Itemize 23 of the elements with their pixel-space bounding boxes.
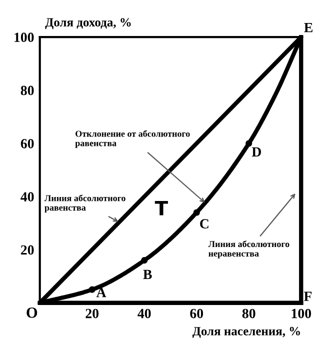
annotation: Линия абсолютного неравенства <box>208 240 290 258</box>
y-tick-label: 20 <box>20 245 34 255</box>
annotation: O <box>26 308 38 318</box>
annotation: C <box>200 219 208 228</box>
annotation: T <box>154 201 168 216</box>
x-axis-title: Доля населения, % <box>192 326 300 338</box>
annotation: Линия абсолютного равенства <box>44 194 126 212</box>
annotation: Отклонение от абсолютного равенства <box>75 130 190 148</box>
annotation: A <box>96 288 106 298</box>
annotation: E <box>304 22 312 32</box>
x-tick-label: 80 <box>242 308 256 318</box>
y-axis-title: Доля дохода, % <box>45 18 131 30</box>
text: F <box>304 292 312 301</box>
y-tick-label: 60 <box>20 138 34 148</box>
y-tick-label: 80 <box>20 86 34 96</box>
x-tick-label: 40 <box>138 308 151 318</box>
x-tick-label: 100 <box>292 308 312 318</box>
y-tick-label: 40 <box>20 192 34 202</box>
x-tick-label: 20 <box>86 308 99 318</box>
annotation: B <box>143 270 152 280</box>
annotation: D <box>252 147 261 156</box>
y-tick-label: 100 <box>14 32 34 42</box>
x-tick-label: 60 <box>190 308 204 318</box>
